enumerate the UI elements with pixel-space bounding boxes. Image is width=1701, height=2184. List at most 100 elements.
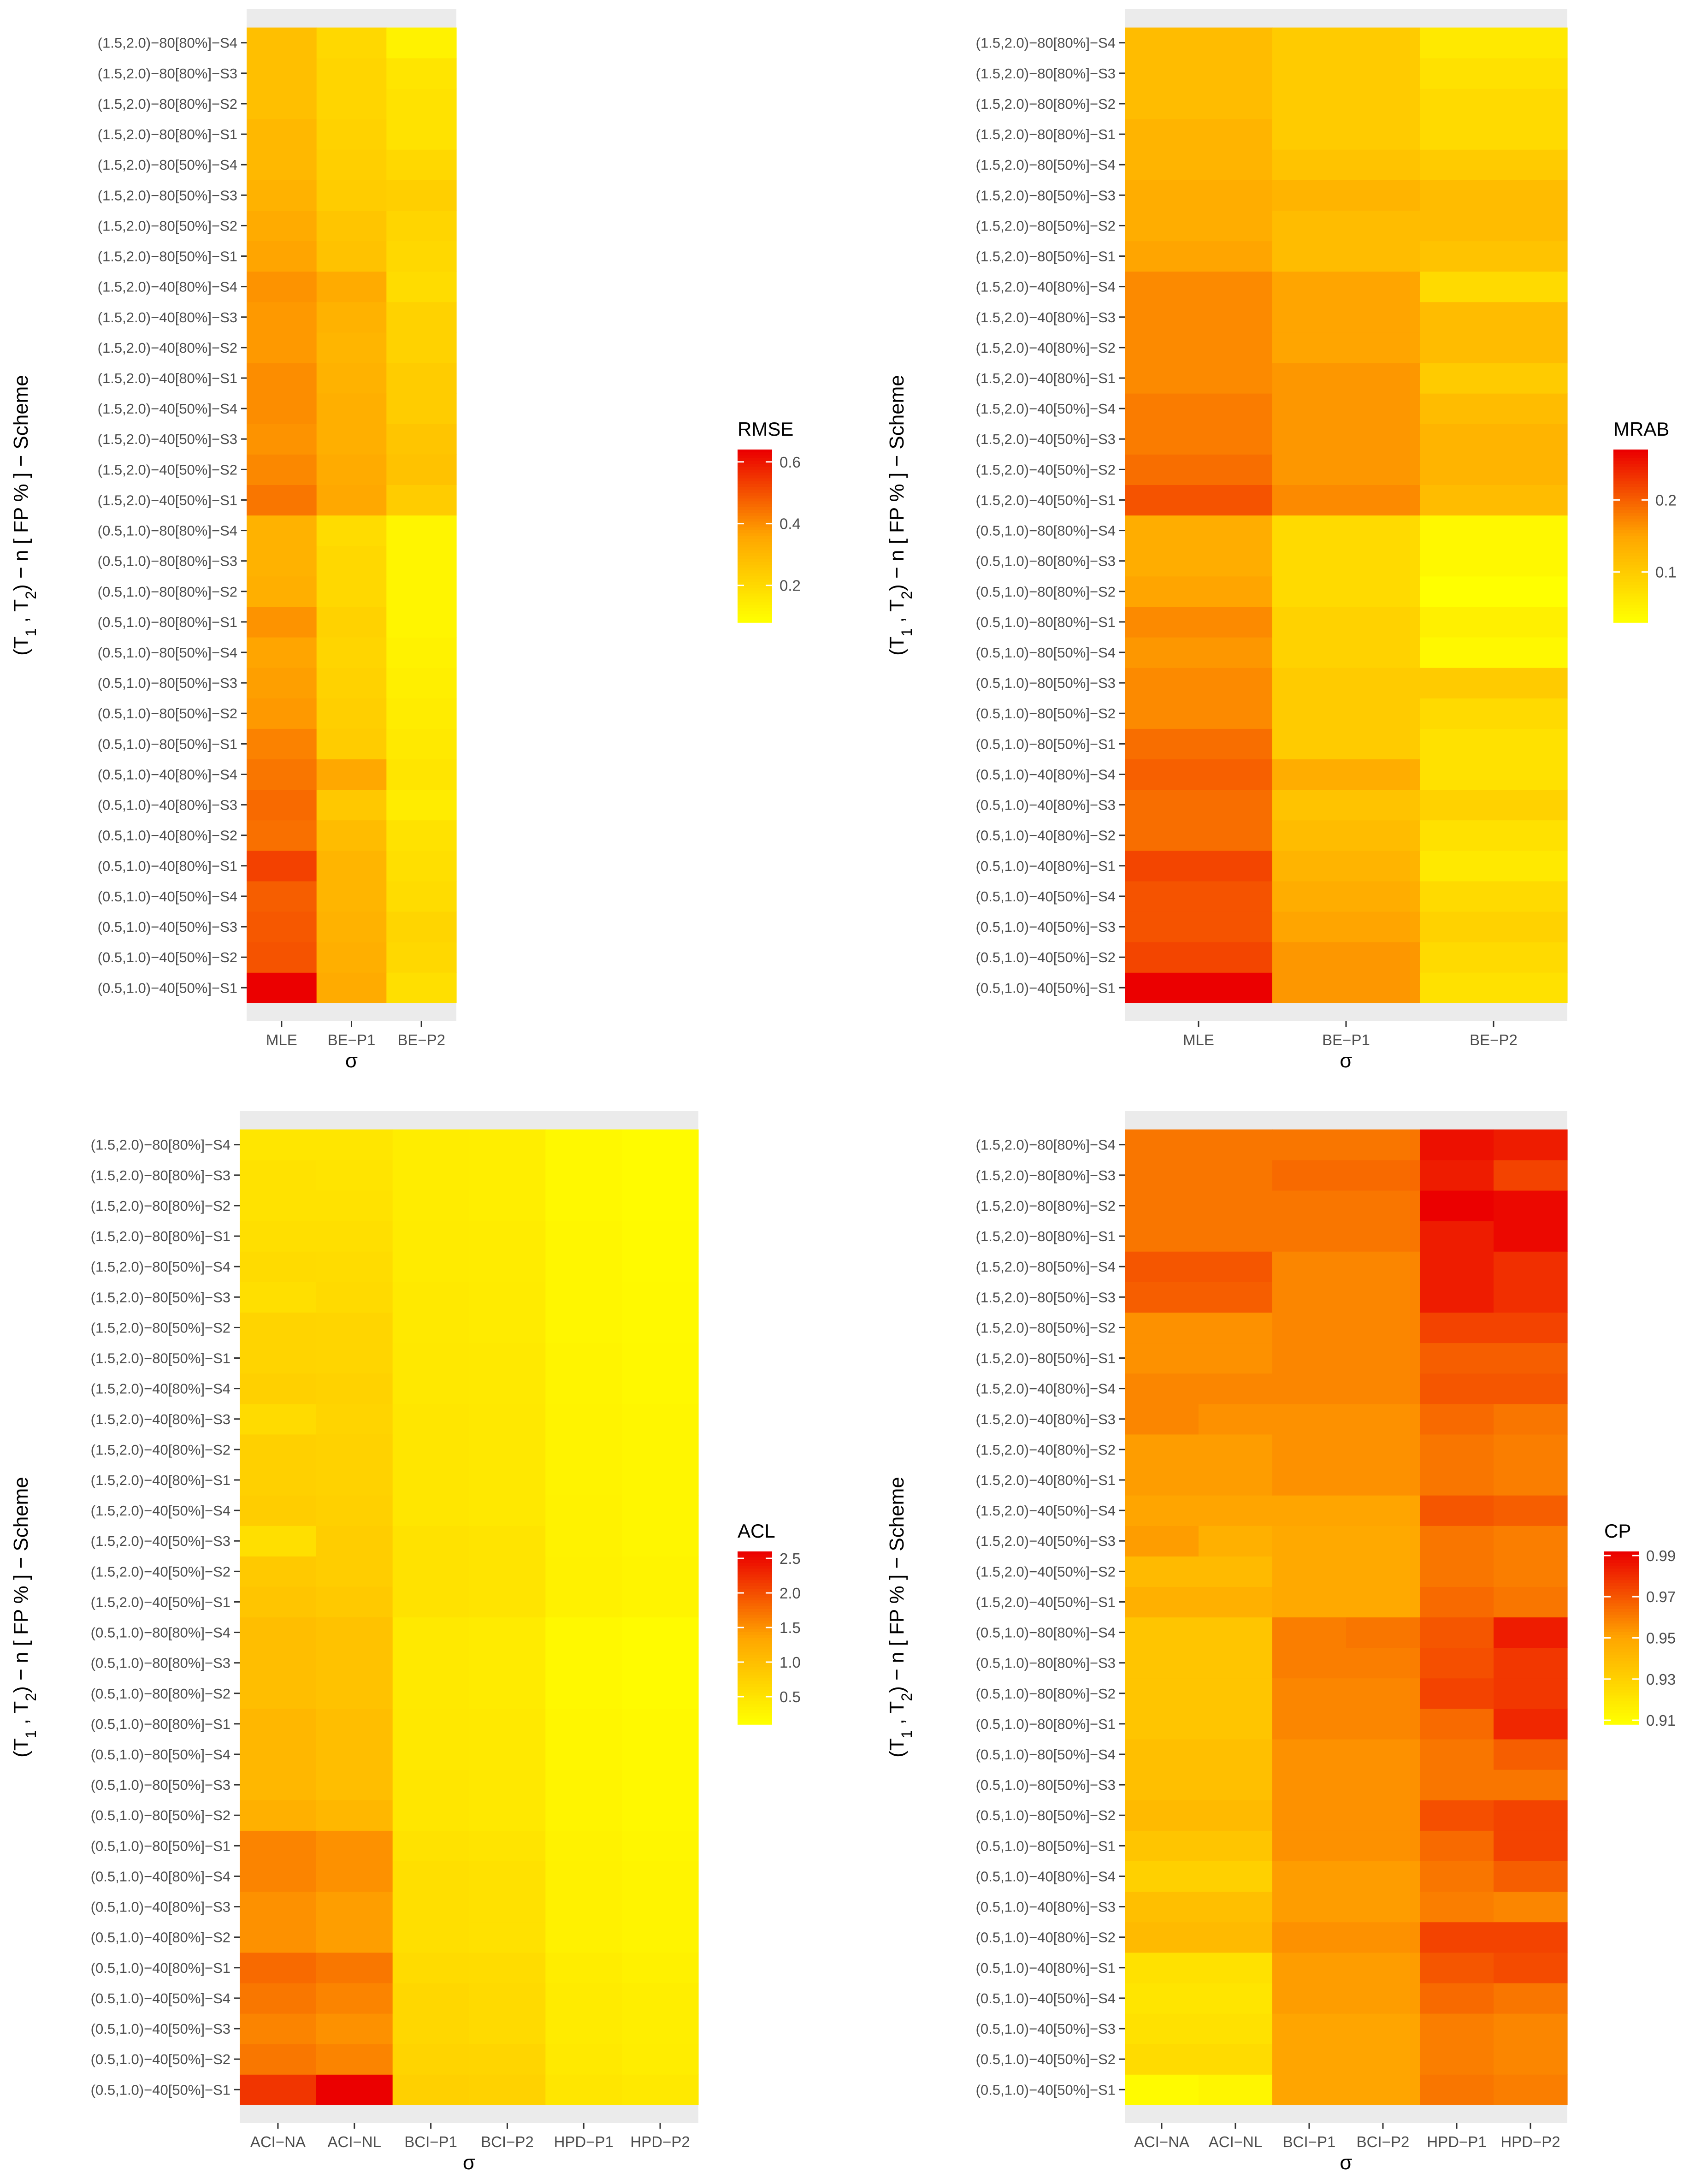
acl-tile-r31-c2	[316, 1160, 393, 1191]
mrab-ytick-label-r31: (1.5,2.0)−80[80%]−S3	[976, 65, 1116, 82]
acl-ytick-label-r7: (0.5,1.0)−40[80%]−S3	[91, 1899, 230, 1915]
mrab-tile-r17-c2	[1272, 485, 1420, 516]
acl-legend-gradient-step	[738, 1557, 772, 1561]
acl-tile-r28-c5	[545, 1251, 622, 1282]
acl-tile-r23-c4	[469, 1403, 546, 1435]
mrab-tile-r12-c2	[1272, 637, 1420, 668]
rmse-tile-r18-c3	[386, 454, 457, 485]
acl-tile-r6-c1	[240, 1922, 317, 1953]
mrab-tile-r13-c2	[1272, 606, 1420, 638]
rmse-tile-r32-c1	[247, 27, 317, 59]
cp-tile-r17-c4	[1346, 1586, 1420, 1618]
acl-tile-r4-c4	[469, 1983, 546, 2014]
cp-ytick-label-r8: (0.5,1.0)−40[80%]−S4	[976, 1868, 1116, 1884]
acl-tile-r32-c4	[469, 1129, 546, 1160]
mrab-tile-r22-c3	[1420, 332, 1568, 363]
acl-tile-r25-c5	[545, 1343, 622, 1374]
acl-tile-r10-c2	[316, 1800, 393, 1831]
cp-tile-r1-c2	[1199, 2074, 1273, 2105]
cp-tile-r3-c6	[1494, 2013, 1568, 2044]
cp-legend-gradient-step	[1604, 1644, 1639, 1647]
mrab-tile-r18-c1	[1125, 454, 1273, 485]
acl-ytick-label-r5: (0.5,1.0)−40[80%]−S1	[91, 1960, 230, 1976]
acl-ytick-label-r26: (1.5,2.0)−80[50%]−S2	[91, 1320, 230, 1336]
cp-legend-gradient-step	[1604, 1583, 1639, 1586]
cp-legend-tick-label-1: 0.91	[1646, 1712, 1676, 1729]
rmse-ytick-label-r31: (1.5,2.0)−80[80%]−S3	[98, 65, 237, 82]
cp-tile-r30-c2	[1199, 1190, 1273, 1221]
mrab-ytick-label-r8: (0.5,1.0)−40[80%]−S4	[976, 766, 1116, 782]
cp-tile-r7-c1	[1125, 1891, 1199, 1923]
acl-tile-r22-c4	[469, 1434, 546, 1465]
acl-tile-r3-c1	[240, 2013, 317, 2044]
acl-tile-r17-c5	[545, 1586, 622, 1618]
rmse-tile-r7-c3	[386, 789, 457, 821]
rmse-tile-r2-c2	[316, 942, 387, 973]
rmse-legend-gradient-step	[738, 510, 772, 514]
acl-tile-r18-c1	[240, 1556, 317, 1587]
acl-tile-r20-c4	[469, 1495, 546, 1526]
rmse-legend: RMSE 0.2 0.4 0.6	[738, 418, 801, 623]
rmse-tile-r7-c2	[316, 789, 387, 821]
rmse-legend-gradient-step	[738, 602, 772, 606]
rmse-tile-r6-c2	[316, 820, 387, 851]
rmse-ytick-label-r4: (0.5,1.0)−40[50%]−S4	[98, 888, 237, 905]
mrab-legend-gradient-step	[1613, 521, 1648, 525]
cp-legend-gradient-step	[1604, 1721, 1639, 1725]
cp-xtick-label-c4: BCI−P2	[1357, 2133, 1410, 2150]
rmse-tile-r24-c1	[247, 271, 317, 302]
mrab-tile-r9-c3	[1420, 728, 1568, 760]
mrab-tile-r12-c1	[1125, 637, 1273, 668]
cp-tile-r17-c1	[1125, 1586, 1199, 1618]
acl-legend-gradient-step	[738, 1566, 772, 1569]
mrab-tile-r23-c3	[1420, 302, 1568, 333]
cp-tile-r28-c2	[1199, 1251, 1273, 1282]
mrab-legend-gradient-step	[1613, 616, 1648, 620]
acl-legend-gradient-step	[738, 1586, 772, 1590]
cp-tile-r4-c5	[1420, 1983, 1494, 2014]
acl-tile-r14-c2	[316, 1678, 393, 1709]
rmse-tile-r5-c3	[386, 850, 457, 882]
acl-tile-r11-c5	[545, 1770, 622, 1800]
rmse-legend-gradient-step	[738, 458, 772, 462]
mrab-tile-r11-c1	[1125, 668, 1273, 698]
acl-tile-r23-c6	[622, 1403, 699, 1435]
cp-tile-r22-c3	[1272, 1434, 1347, 1465]
cp-xtick-label-c5: HPD−P1	[1427, 2133, 1486, 2150]
acl-tile-r23-c1	[240, 1403, 317, 1435]
mrab-tile-r29-c1	[1125, 119, 1273, 150]
acl-ytick-label-r13: (0.5,1.0)−80[80%]−S1	[91, 1716, 230, 1732]
rmse-legend-gradient-step	[738, 605, 772, 609]
acl-tile-r25-c2	[316, 1343, 393, 1374]
mrab-legend-gradient-step	[1613, 510, 1648, 514]
cp-tile-r23-c1	[1125, 1403, 1199, 1435]
rmse-tile-r8-c1	[247, 759, 317, 790]
rmse-tile-r1-c1	[247, 972, 317, 1003]
mrab-tile-r16-c3	[1420, 515, 1568, 546]
cp-legend-gradient-step	[1604, 1566, 1639, 1569]
cp-tile-r12-c4	[1346, 1739, 1420, 1770]
acl-tile-r19-c4	[469, 1526, 546, 1557]
acl-tile-r20-c5	[545, 1495, 622, 1526]
cp-ytick-label-r12: (0.5,1.0)−80[50%]−S4	[976, 1746, 1116, 1763]
rmse-ytick-label-r16: (0.5,1.0)−80[80%]−S4	[98, 523, 237, 539]
cp-tile-r16-c1	[1125, 1617, 1199, 1648]
cp-tile-r26-c1	[1125, 1312, 1199, 1344]
cp-tile-r5-c3	[1272, 1952, 1347, 1983]
mrab-tile-r32-c1	[1125, 27, 1273, 59]
cp-ytick-label-r15: (0.5,1.0)−80[80%]−S3	[976, 1655, 1116, 1671]
mrab-tile-r4-c2	[1272, 881, 1420, 912]
mrab-legend-gradient-step	[1613, 469, 1648, 473]
rmse-ytick-label-r32: (1.5,2.0)−80[80%]−S4	[98, 35, 237, 51]
mrab-tile-r4-c3	[1420, 881, 1568, 912]
cp-legend-gradient-step	[1604, 1646, 1639, 1650]
acl-legend-gradient-step	[738, 1568, 772, 1572]
cp-tile-r29-c3	[1272, 1221, 1347, 1252]
cp-tile-r28-c1	[1125, 1251, 1199, 1282]
acl-tile-r1-c3	[392, 2074, 470, 2105]
mrab-tile-r26-c2	[1272, 210, 1420, 242]
rmse-legend-gradient-step	[738, 498, 772, 502]
acl-tile-r8-c5	[545, 1861, 622, 1892]
acl-tile-r27-c2	[316, 1282, 393, 1313]
acl-ytick-label-r9: (0.5,1.0)−80[50%]−S1	[91, 1838, 230, 1854]
